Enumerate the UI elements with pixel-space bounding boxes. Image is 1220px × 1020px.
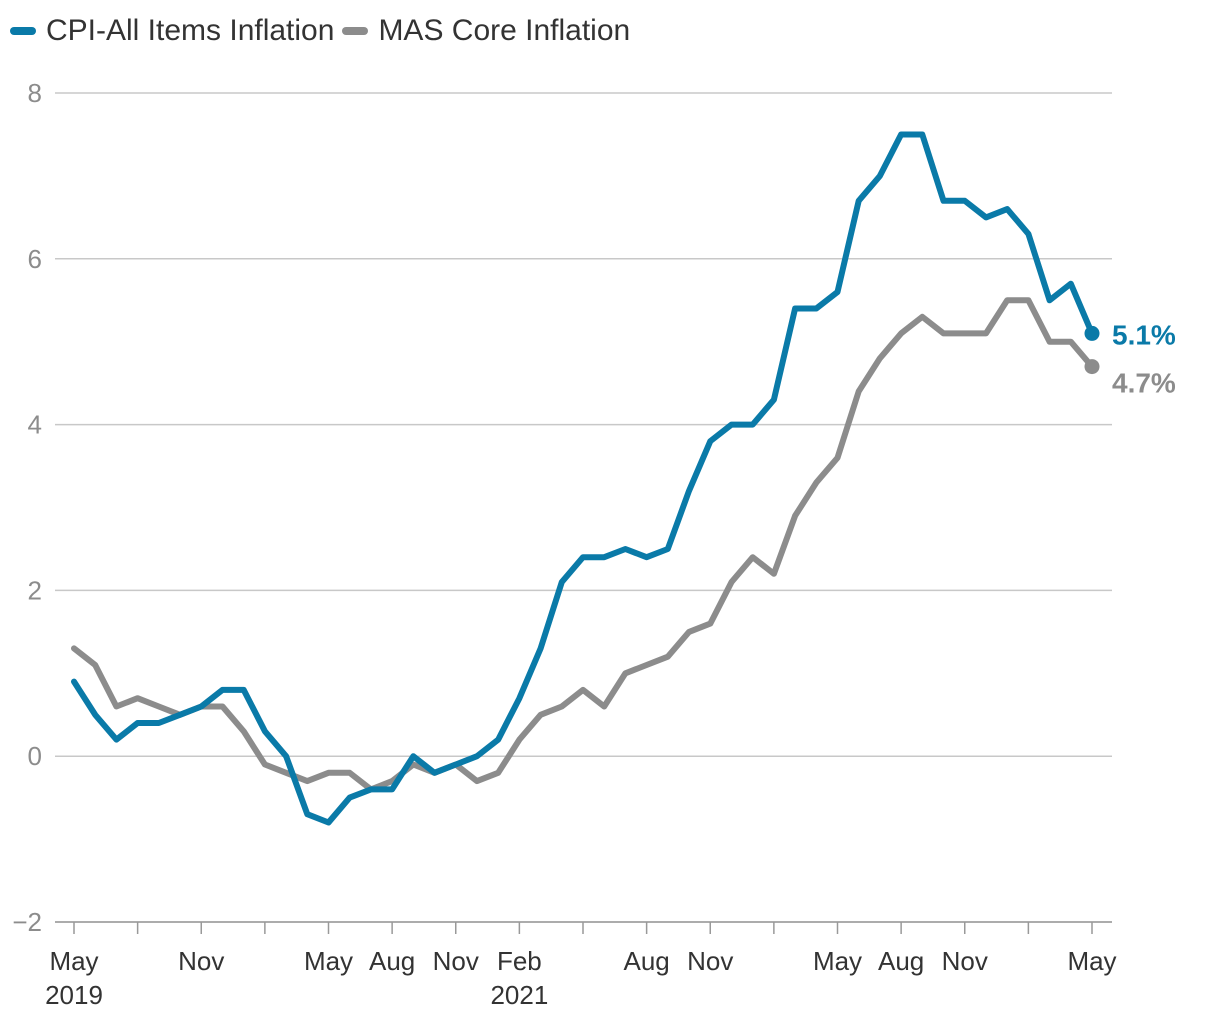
x-tick-sublabel: 2019 [45,980,103,1010]
x-tick-label: Aug [623,946,669,976]
x-tick-label: Aug [369,946,415,976]
y-tick-label: 8 [28,78,42,108]
legend-swatch-cpi [10,27,36,35]
x-tick-label: May [49,946,98,976]
legend: CPI-All Items Inflation MAS Core Inflati… [10,14,638,48]
x-tick-label: Feb [497,946,542,976]
x-tick-label: Nov [433,946,479,976]
y-tick-label: 0 [28,741,42,771]
x-tick-label: May [813,946,862,976]
series-line-cpi [71,131,1095,826]
x-tick-sublabel: 2021 [490,980,548,1010]
x-tick-label: Aug [878,946,924,976]
x-tick-label: Nov [942,946,988,976]
legend-item-cpi[interactable]: CPI-All Items Inflation [10,14,334,48]
series-line-core [71,297,1095,793]
x-tick-label: Nov [687,946,733,976]
end-label-core: 4.7% [1112,368,1176,399]
y-tick-label: 4 [28,410,42,440]
x-tick-label: May [304,946,353,976]
legend-label-cpi: CPI-All Items Inflation [46,14,335,47]
end-point-cpi [1084,325,1100,341]
x-tick-label: Nov [178,946,224,976]
x-tick-label: May [1067,946,1116,976]
legend-swatch-core [342,27,369,35]
y-tick-label: 2 [28,575,42,605]
end-label-cpi: 5.1% [1112,319,1176,350]
y-tick-label: −2 [12,907,42,937]
legend-label-core: MAS Core Inflation [378,14,631,47]
y-tick-label: 6 [28,244,42,274]
end-point-core [1084,359,1100,375]
legend-item-core[interactable]: MAS Core Inflation [342,14,630,48]
